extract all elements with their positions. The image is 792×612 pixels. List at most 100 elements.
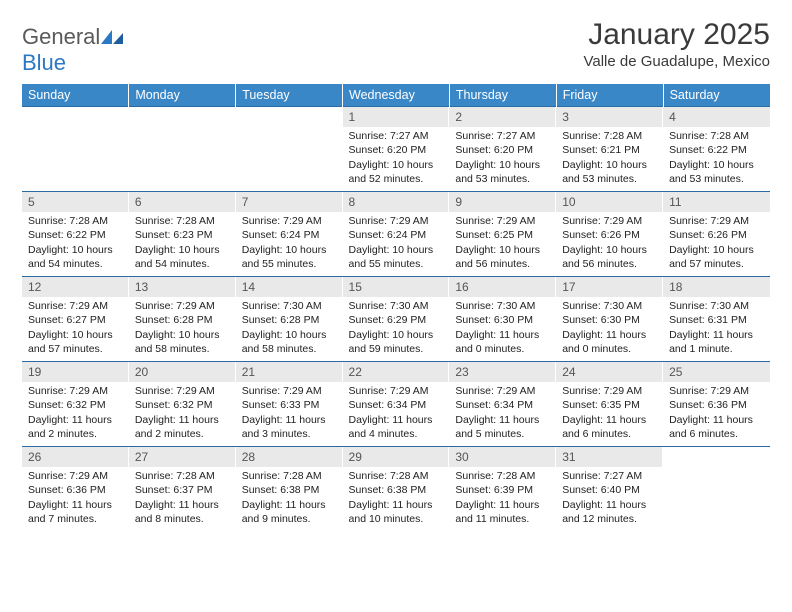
day-body: Sunrise: 7:29 AMSunset: 6:33 PMDaylight:… bbox=[236, 382, 343, 445]
day-number: 20 bbox=[129, 362, 236, 382]
day-body: Sunrise: 7:29 AMSunset: 6:28 PMDaylight:… bbox=[129, 297, 236, 360]
day-body: Sunrise: 7:30 AMSunset: 6:31 PMDaylight:… bbox=[663, 297, 770, 360]
weekday-header: Wednesday bbox=[343, 84, 450, 107]
sunrise-line: Sunrise: 7:29 AM bbox=[28, 384, 123, 398]
daylight-line-1: Daylight: 11 hours bbox=[135, 413, 230, 427]
daylight-line-1: Daylight: 11 hours bbox=[349, 413, 444, 427]
sunset-line: Sunset: 6:26 PM bbox=[669, 228, 764, 242]
sunset-line: Sunset: 6:36 PM bbox=[669, 398, 764, 412]
calendar-day-cell: 27Sunrise: 7:28 AMSunset: 6:37 PMDayligh… bbox=[129, 447, 236, 532]
calendar-week-row: 26Sunrise: 7:29 AMSunset: 6:36 PMDayligh… bbox=[22, 447, 770, 532]
sunrise-line: Sunrise: 7:27 AM bbox=[562, 469, 657, 483]
calendar-day-cell: 13Sunrise: 7:29 AMSunset: 6:28 PMDayligh… bbox=[129, 277, 236, 362]
daylight-line-2: and 58 minutes. bbox=[242, 342, 337, 356]
daylight-line-2: and 53 minutes. bbox=[562, 172, 657, 186]
daylight-line-1: Daylight: 11 hours bbox=[242, 498, 337, 512]
sunset-line: Sunset: 6:34 PM bbox=[349, 398, 444, 412]
day-body: Sunrise: 7:28 AMSunset: 6:21 PMDaylight:… bbox=[556, 127, 663, 190]
sunrise-line: Sunrise: 7:28 AM bbox=[562, 129, 657, 143]
day-number: 29 bbox=[343, 447, 450, 467]
sunrise-line: Sunrise: 7:29 AM bbox=[455, 214, 550, 228]
sunset-line: Sunset: 6:24 PM bbox=[349, 228, 444, 242]
daylight-line-2: and 55 minutes. bbox=[242, 257, 337, 271]
calendar-day-cell: 21Sunrise: 7:29 AMSunset: 6:33 PMDayligh… bbox=[236, 362, 343, 447]
day-number: 24 bbox=[556, 362, 663, 382]
calendar-day-cell: 9Sunrise: 7:29 AMSunset: 6:25 PMDaylight… bbox=[449, 192, 556, 277]
daylight-line-1: Daylight: 10 hours bbox=[562, 158, 657, 172]
sunset-line: Sunset: 6:24 PM bbox=[242, 228, 337, 242]
sunrise-line: Sunrise: 7:29 AM bbox=[349, 384, 444, 398]
sunset-line: Sunset: 6:28 PM bbox=[135, 313, 230, 327]
daylight-line-1: Daylight: 11 hours bbox=[135, 498, 230, 512]
day-number: 18 bbox=[663, 277, 770, 297]
day-number: 16 bbox=[449, 277, 556, 297]
sunset-line: Sunset: 6:22 PM bbox=[28, 228, 123, 242]
calendar-day-cell: 23Sunrise: 7:29 AMSunset: 6:34 PMDayligh… bbox=[449, 362, 556, 447]
day-number: 2 bbox=[449, 107, 556, 127]
sunset-line: Sunset: 6:38 PM bbox=[349, 483, 444, 497]
daylight-line-2: and 57 minutes. bbox=[28, 342, 123, 356]
day-number: 11 bbox=[663, 192, 770, 212]
sunrise-line: Sunrise: 7:30 AM bbox=[349, 299, 444, 313]
calendar-day-cell: 10Sunrise: 7:29 AMSunset: 6:26 PMDayligh… bbox=[556, 192, 663, 277]
sunrise-line: Sunrise: 7:30 AM bbox=[562, 299, 657, 313]
calendar-day-cell: 31Sunrise: 7:27 AMSunset: 6:40 PMDayligh… bbox=[556, 447, 663, 532]
calendar-day-cell: 2Sunrise: 7:27 AMSunset: 6:20 PMDaylight… bbox=[449, 107, 556, 192]
logo-word-blue: Blue bbox=[22, 50, 66, 75]
day-body: Sunrise: 7:27 AMSunset: 6:20 PMDaylight:… bbox=[343, 127, 450, 190]
day-body: Sunrise: 7:29 AMSunset: 6:27 PMDaylight:… bbox=[22, 297, 129, 360]
calendar-week-row: 12Sunrise: 7:29 AMSunset: 6:27 PMDayligh… bbox=[22, 277, 770, 362]
calendar-day-cell: 28Sunrise: 7:28 AMSunset: 6:38 PMDayligh… bbox=[236, 447, 343, 532]
daylight-line-1: Daylight: 11 hours bbox=[669, 413, 764, 427]
daylight-line-1: Daylight: 10 hours bbox=[135, 243, 230, 257]
calendar-day-cell: 29Sunrise: 7:28 AMSunset: 6:38 PMDayligh… bbox=[343, 447, 450, 532]
daylight-line-2: and 2 minutes. bbox=[28, 427, 123, 441]
calendar-day-cell: 24Sunrise: 7:29 AMSunset: 6:35 PMDayligh… bbox=[556, 362, 663, 447]
calendar-day-cell: 1Sunrise: 7:27 AMSunset: 6:20 PMDaylight… bbox=[343, 107, 450, 192]
day-number: 4 bbox=[663, 107, 770, 127]
day-body: Sunrise: 7:27 AMSunset: 6:20 PMDaylight:… bbox=[449, 127, 556, 190]
sunrise-line: Sunrise: 7:28 AM bbox=[28, 214, 123, 228]
daylight-line-2: and 6 minutes. bbox=[562, 427, 657, 441]
sunrise-line: Sunrise: 7:28 AM bbox=[455, 469, 550, 483]
calendar-day-cell bbox=[236, 107, 343, 192]
sunset-line: Sunset: 6:28 PM bbox=[242, 313, 337, 327]
calendar-day-cell: 4Sunrise: 7:28 AMSunset: 6:22 PMDaylight… bbox=[663, 107, 770, 192]
calendar-day-cell: 7Sunrise: 7:29 AMSunset: 6:24 PMDaylight… bbox=[236, 192, 343, 277]
day-number: 30 bbox=[449, 447, 556, 467]
daylight-line-1: Daylight: 10 hours bbox=[242, 328, 337, 342]
daylight-line-1: Daylight: 11 hours bbox=[455, 328, 550, 342]
sunrise-line: Sunrise: 7:28 AM bbox=[242, 469, 337, 483]
calendar-header-row: Sunday Monday Tuesday Wednesday Thursday… bbox=[22, 84, 770, 107]
calendar-day-cell: 5Sunrise: 7:28 AMSunset: 6:22 PMDaylight… bbox=[22, 192, 129, 277]
calendar-week-row: 5Sunrise: 7:28 AMSunset: 6:22 PMDaylight… bbox=[22, 192, 770, 277]
sunset-line: Sunset: 6:29 PM bbox=[349, 313, 444, 327]
sunrise-line: Sunrise: 7:29 AM bbox=[562, 214, 657, 228]
daylight-line-2: and 0 minutes. bbox=[562, 342, 657, 356]
sunrise-line: Sunrise: 7:29 AM bbox=[562, 384, 657, 398]
sunrise-line: Sunrise: 7:28 AM bbox=[349, 469, 444, 483]
day-number: 12 bbox=[22, 277, 129, 297]
day-number: 27 bbox=[129, 447, 236, 467]
sunrise-line: Sunrise: 7:29 AM bbox=[28, 299, 123, 313]
daylight-line-1: Daylight: 11 hours bbox=[562, 328, 657, 342]
calendar-day-cell bbox=[129, 107, 236, 192]
month-title: January 2025 bbox=[583, 18, 770, 51]
calendar-week-row: 1Sunrise: 7:27 AMSunset: 6:20 PMDaylight… bbox=[22, 107, 770, 192]
day-body: Sunrise: 7:28 AMSunset: 6:22 PMDaylight:… bbox=[22, 212, 129, 275]
sunrise-line: Sunrise: 7:29 AM bbox=[135, 384, 230, 398]
daylight-line-2: and 53 minutes. bbox=[669, 172, 764, 186]
sunset-line: Sunset: 6:35 PM bbox=[562, 398, 657, 412]
day-body: Sunrise: 7:29 AMSunset: 6:32 PMDaylight:… bbox=[22, 382, 129, 445]
daylight-line-2: and 11 minutes. bbox=[455, 512, 550, 526]
calendar-day-cell: 16Sunrise: 7:30 AMSunset: 6:30 PMDayligh… bbox=[449, 277, 556, 362]
day-body: Sunrise: 7:28 AMSunset: 6:22 PMDaylight:… bbox=[663, 127, 770, 190]
calendar-day-cell: 19Sunrise: 7:29 AMSunset: 6:32 PMDayligh… bbox=[22, 362, 129, 447]
sunset-line: Sunset: 6:37 PM bbox=[135, 483, 230, 497]
day-number: 22 bbox=[343, 362, 450, 382]
daylight-line-2: and 1 minute. bbox=[669, 342, 764, 356]
daylight-line-2: and 4 minutes. bbox=[349, 427, 444, 441]
day-body: Sunrise: 7:29 AMSunset: 6:24 PMDaylight:… bbox=[343, 212, 450, 275]
sunrise-line: Sunrise: 7:30 AM bbox=[455, 299, 550, 313]
calendar-day-cell: 15Sunrise: 7:30 AMSunset: 6:29 PMDayligh… bbox=[343, 277, 450, 362]
